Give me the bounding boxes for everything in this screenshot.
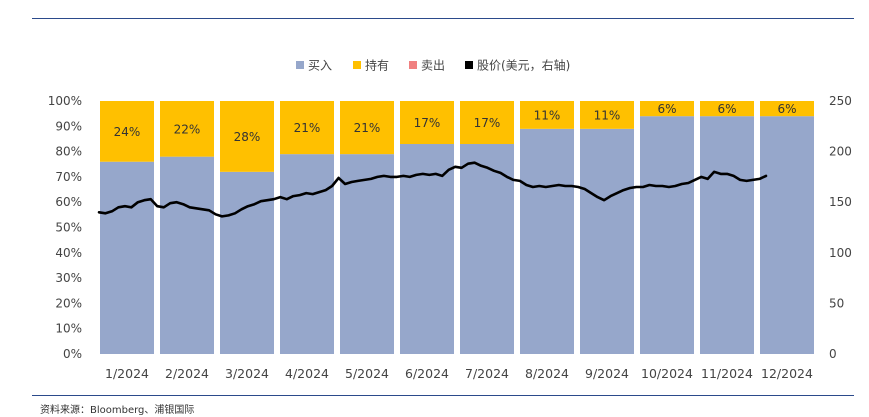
x-tick: 3/2024 [225,366,269,381]
data-label: 24% [114,125,141,139]
x-tick: 11/2024 [701,366,753,381]
legend-label: 持有 [365,58,389,73]
bar-hold [280,101,334,155]
bar-buy [160,156,214,354]
y-left-tick: 60% [55,195,82,209]
chart: 买入 持有 卖出 股价(美元，右轴) 0% 10% 20% 30% 40% 50% 60% 70% 8… [48,58,852,382]
top-rule [32,18,854,19]
data-label: 21% [294,121,321,135]
data-label: 28% [234,130,261,144]
bar-buy [640,116,694,355]
data-label: 6% [777,102,796,116]
y-right-tick: 250 [829,94,852,108]
legend: 买入 持有 卖出 股价(美元，右轴) [296,58,570,73]
legend-label: 卖出 [421,59,445,73]
y-left-tick: 20% [55,296,82,310]
bar-buy [220,171,274,354]
legend-swatch [465,61,473,69]
x-tick: 8/2024 [525,366,569,381]
price-line [97,161,768,218]
bar-buy [400,144,454,354]
bar-buy [580,128,634,354]
y-left-tick: 40% [55,246,82,260]
bar-hold [160,101,214,157]
y-left-tick: 30% [55,271,82,285]
data-label: 11% [534,108,561,122]
bar-hold [220,101,274,172]
bars [100,101,814,355]
bar-hold [520,101,574,129]
y-right-tick: 150 [829,195,852,209]
legend-swatch [353,61,361,69]
bar-hold [580,101,634,129]
source-note: 资料来源：Bloomberg、浦银国际 [40,405,195,416]
bar-buy [340,154,394,354]
y-left-tick: 90% [55,119,82,133]
bar-buy [700,116,754,355]
y-right-tick: 0 [829,347,837,361]
x-axis: 1/2024 2/2024 3/2024 4/2024 5/2024 6/2024 7/20… [105,366,813,381]
y-right-tick: 50 [829,296,844,310]
data-label: 17% [474,116,501,130]
legend-label: 股价(美元，右轴) [477,58,570,73]
legend-swatch [296,61,304,69]
x-tick: 2/2024 [165,366,209,381]
y-right-tick: 200 [829,145,852,159]
bar-buy [460,144,514,354]
bar-buy [520,128,574,354]
bar-hold [100,101,154,162]
data-label: 6% [657,102,676,116]
y-left-tick: 0% [63,347,82,361]
data-label: 21% [354,121,381,135]
bar-buy [280,154,334,354]
data-label: 22% [174,122,201,136]
y-axis-right: 0 50 100 150 200 250 [829,94,852,361]
bar-hold [640,101,694,117]
data-label: 17% [414,116,441,130]
y-right-tick: 100 [829,246,852,260]
y-left-tick: 50% [55,221,82,235]
bar-hold [700,101,754,117]
x-tick: 10/2024 [641,366,693,381]
x-tick: 9/2024 [585,366,629,381]
legend-label: 买入 [308,59,332,73]
bar-hold [340,101,394,155]
bar-hold [760,101,814,117]
x-tick: 1/2024 [105,366,149,381]
x-tick: 4/2024 [285,366,329,381]
x-tick: 6/2024 [405,366,449,381]
legend-swatch [409,61,417,69]
x-tick: 5/2024 [345,366,389,381]
data-label: 11% [594,108,621,122]
y-left-tick: 10% [55,322,82,336]
y-left-tick: 80% [55,145,82,159]
bottom-rule [32,395,854,396]
bar-buy [100,161,154,354]
x-tick: 12/2024 [761,366,813,381]
x-tick: 7/2024 [465,366,509,381]
price-line-path [97,161,768,218]
y-left-tick: 70% [55,170,82,184]
data-labels: 24% 22% 28% 21% 21% 17% 17% 11% 11% 6% 6% 6% [114,102,797,144]
y-left-tick: 100% [48,94,82,108]
y-axis-left: 0% 10% 20% 30% 40% 50% 60% 70% 80% 90% 100% [48,94,82,361]
bar-hold [460,101,514,145]
bar-hold [400,101,454,145]
data-label: 6% [717,102,736,116]
bar-buy [760,116,814,355]
